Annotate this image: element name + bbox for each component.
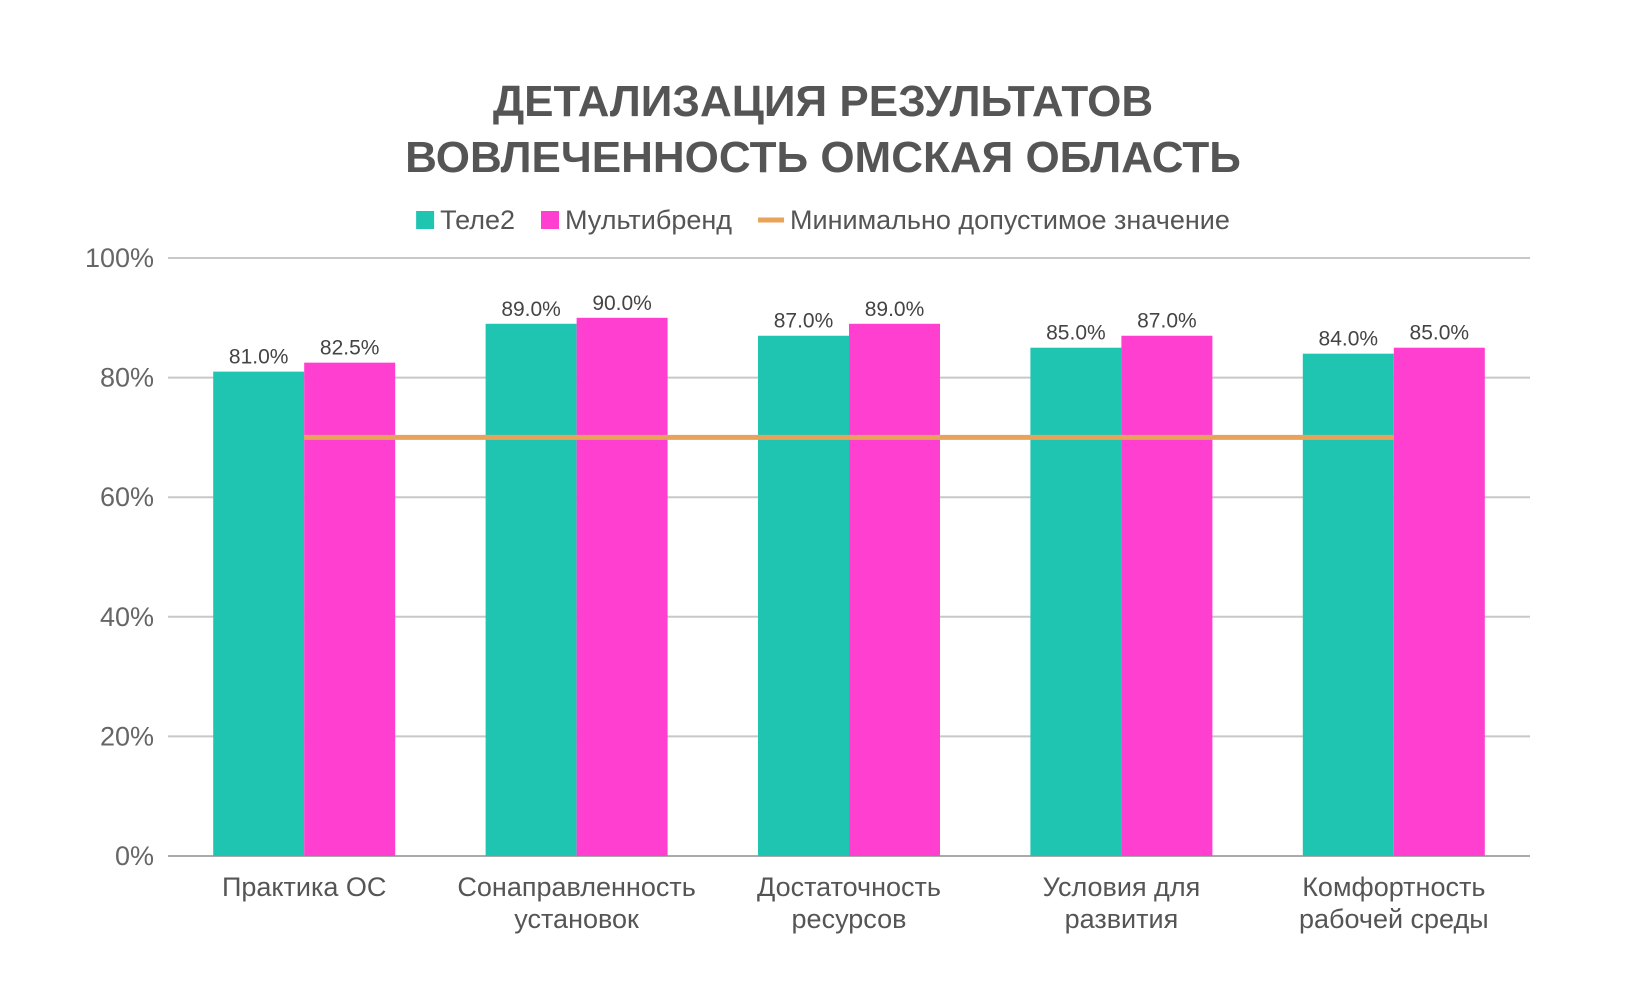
bar [1302,353,1394,856]
bar [758,335,849,856]
category-label: Комфортность [1302,872,1485,902]
legend-label: Теле2 [440,205,515,235]
data-label: 87.0% [774,310,834,333]
y-tick-label: 80% [100,363,154,393]
data-label: 84.0% [1319,328,1379,351]
data-label: 87.0% [1137,310,1197,333]
data-label: 89.0% [865,298,925,321]
data-labels: 81.0% 82.5% 89.0% 90.0% 87.0% 89.0% 85.0% 87.0%… [229,292,1469,369]
y-tick-label: 20% [100,721,154,751]
bar [849,323,940,856]
category-label: развития [1065,904,1179,934]
data-label: 85.0% [1046,322,1106,345]
data-label: 82.5% [320,337,380,360]
legend-label: Минимально допустимое значение [790,205,1230,235]
chart-title-line-1: ДЕТАЛИЗАЦИЯ РЕЗУЛЬТАТОВ [493,77,1153,126]
bar [1121,335,1213,856]
bar [1030,347,1122,856]
data-label: 81.0% [229,346,289,369]
y-tick-label: 60% [100,482,154,512]
legend-swatch [541,211,560,229]
bar [576,317,668,856]
chart-title-line-2: ВОВЛЕЧЕННОСТЬ ОМСКАЯ ОБЛАСТЬ [405,133,1241,182]
bar [304,362,396,856]
category-label: Практика ОС [222,872,386,902]
y-tick-label: 0% [115,841,154,871]
y-tick-label: 40% [100,602,154,632]
data-label: 85.0% [1410,322,1470,345]
bar [213,371,305,856]
legend-label: Мультибренд [565,205,732,235]
category-label: ресурсов [792,904,907,934]
data-label: 90.0% [592,292,652,315]
data-label: 89.0% [501,298,561,321]
category-label: Условия для [1043,872,1201,902]
legend: Теле2 Мультибренд Минимально допустимое зн… [416,205,1230,235]
bars [213,317,1485,856]
category-label: Достаточность [757,872,941,902]
legend-swatch [416,211,435,229]
category-label: установок [514,904,639,934]
bar [485,323,577,856]
category-label: рабочей среды [1299,904,1489,934]
y-tick-label: 100% [85,243,154,273]
bar [1393,347,1485,856]
category-label: Сонаправленность [457,872,695,902]
